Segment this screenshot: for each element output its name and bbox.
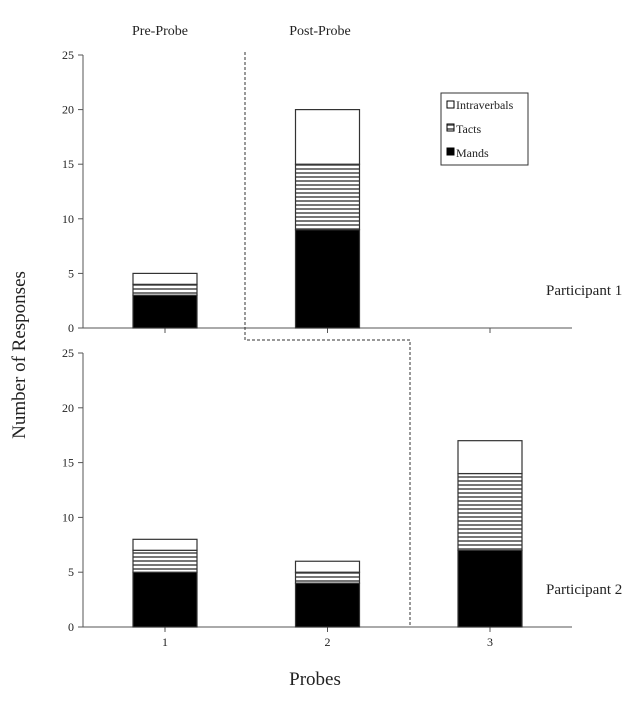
y-axis-label: Number of Responses — [9, 271, 30, 439]
y-tick-label: 10 — [62, 510, 74, 524]
bar-mands — [294, 582, 361, 628]
bar-mands — [132, 294, 198, 329]
x-tick-label: 2 — [325, 635, 331, 649]
bar-intraverbals — [294, 108, 361, 165]
y-tick-label: 15 — [62, 456, 74, 470]
bar-tacts — [132, 283, 198, 296]
legend-mands: Mands — [456, 146, 489, 160]
y-tick-label: 15 — [62, 157, 74, 171]
y-tick-label: 5 — [68, 266, 74, 280]
panel-label-2: Participant 2 — [546, 582, 622, 598]
y-tick-label: 10 — [62, 212, 74, 226]
legend: Intraverbals Tacts Mands — [440, 92, 529, 166]
y-tick-label: 5 — [68, 565, 74, 579]
x-axis-label: Probes — [289, 669, 341, 690]
bar-tacts — [294, 163, 361, 231]
legend-tacts: Tacts — [456, 122, 481, 136]
bar-intraverbals — [132, 272, 198, 285]
y-tick-label: 25 — [62, 48, 74, 62]
y-tick-label: 0 — [68, 321, 74, 335]
bar-intraverbals — [457, 440, 523, 475]
bar-mands — [132, 571, 198, 628]
bar-intraverbals — [132, 538, 198, 551]
y-tick-label: 20 — [62, 401, 74, 415]
bar-mands — [294, 229, 361, 329]
phase-label-post: Post-Probe — [289, 24, 350, 39]
bar-intraverbals — [294, 560, 361, 573]
y-tick-label: 20 — [62, 103, 74, 117]
bar-tacts — [132, 549, 198, 573]
panel-label-1: Participant 1 — [546, 283, 622, 299]
bar-mands — [457, 549, 523, 628]
y-tick-label: 25 — [62, 346, 74, 360]
bar-tacts — [294, 571, 361, 584]
y-tick-label: 0 — [68, 620, 74, 634]
phase-change-line — [244, 52, 411, 627]
legend-intraverbals: Intraverbals — [456, 98, 514, 112]
x-tick-label: 1 — [162, 635, 168, 649]
phase-label-pre: Pre-Probe — [132, 24, 188, 39]
x-tick-label: 3 — [487, 635, 493, 649]
bar-tacts — [457, 472, 523, 551]
